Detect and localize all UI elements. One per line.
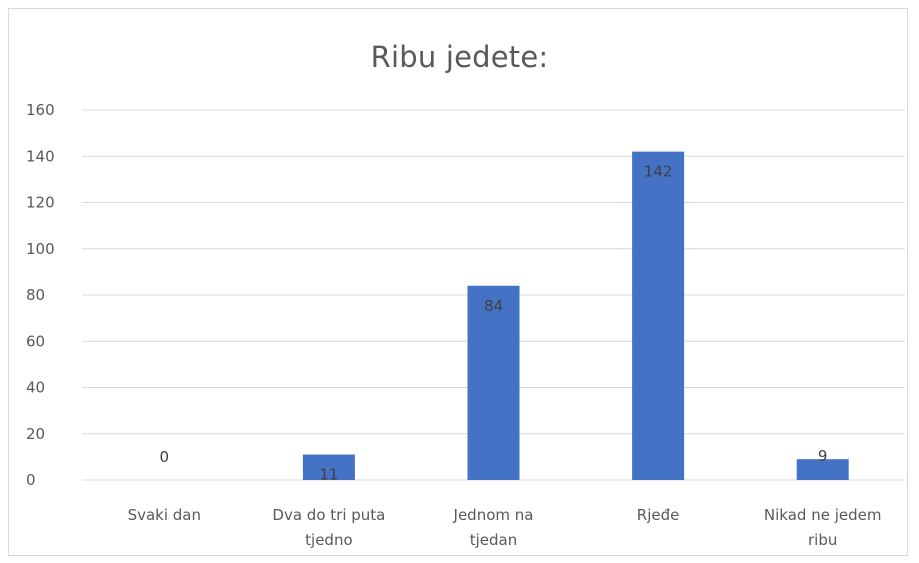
y-tick-label: 100 [26,240,55,258]
category-label-4-1: ribu [808,531,837,549]
chart-frame [8,8,908,556]
y-tick-label: 60 [26,332,45,350]
data-label-0: 0 [160,448,170,466]
category-label-1-0: Dva do tri puta [272,506,385,524]
bar-2 [467,285,520,480]
chart-title: Ribu jedete: [370,40,549,74]
y-tick-label: 140 [26,147,55,165]
data-label-3: 142 [644,163,673,181]
y-tick-label: 120 [26,194,55,212]
y-tick-label: 160 [26,101,55,119]
data-label-1: 11 [319,466,338,484]
y-tick-label: 40 [26,379,45,397]
y-tick-label: 80 [26,286,45,304]
bar-1 [302,454,355,480]
bar-4 [796,459,849,480]
category-label-2-0: Jednom na [453,506,534,524]
data-label-2: 84 [484,297,503,315]
category-label-2-1: tjedan [470,531,518,549]
category-label-0-0: Svaki dan [128,506,201,524]
category-label-4-0: Nikad ne jedem [764,506,882,524]
y-tick-label: 0 [26,471,36,489]
y-tick-label: 20 [26,425,45,443]
bar-3 [632,151,685,480]
category-label-3-0: Rjeđe [637,506,680,524]
data-label-4: 9 [818,447,828,465]
category-label-1-1: tjedno [305,531,352,549]
